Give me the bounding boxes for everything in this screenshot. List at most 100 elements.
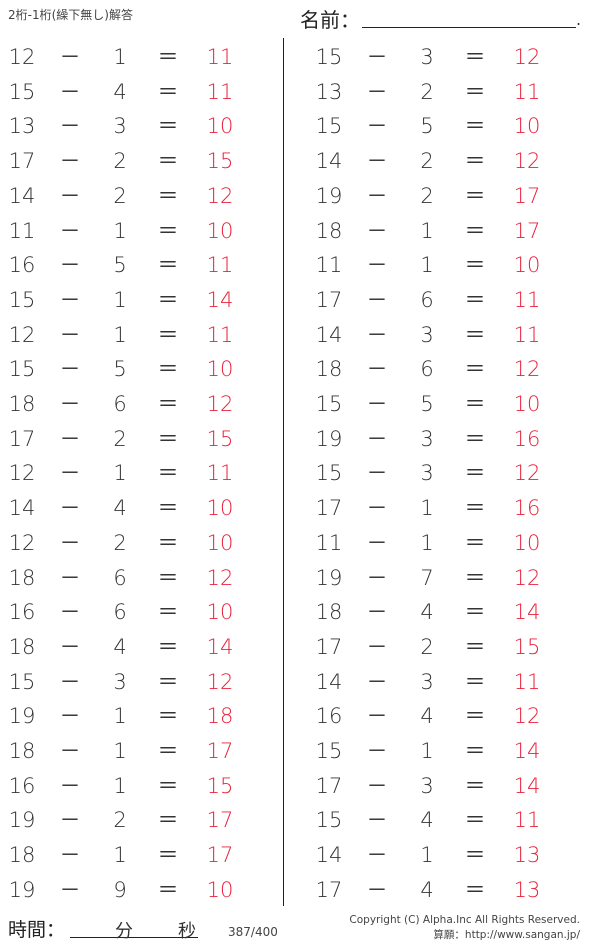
- subtrahend: 1: [113, 45, 127, 69]
- answer: 11: [206, 253, 234, 278]
- minuend: 12: [8, 45, 36, 69]
- answer: 11: [206, 45, 234, 69]
- minus-sign: －: [59, 843, 81, 868]
- minuend: 15: [315, 808, 343, 833]
- subtrahend: 2: [113, 149, 127, 174]
- minus-sign: －: [59, 114, 81, 139]
- problem-row: 11 － 1 ＝ 10: [0, 214, 270, 248]
- subtrahend: 1: [420, 253, 434, 278]
- equals-sign: ＝: [464, 669, 486, 694]
- minuend: 17: [315, 287, 343, 312]
- minuend: 17: [315, 773, 343, 798]
- equals-sign: ＝: [464, 739, 486, 763]
- minus-sign: －: [366, 877, 388, 902]
- minus-sign: －: [59, 426, 81, 451]
- problem-row: 15 － 5 ＝ 10: [307, 109, 577, 143]
- equals-sign: ＝: [157, 773, 179, 798]
- answer: 10: [513, 392, 541, 416]
- minus-sign: －: [59, 565, 81, 590]
- subtrahend: 1: [113, 704, 127, 729]
- equals-sign: ＝: [157, 739, 179, 763]
- problem-row: 15 － 4 ＝ 11: [0, 75, 270, 109]
- answer: 10: [206, 218, 234, 243]
- minuend: 15: [8, 357, 36, 382]
- minuend: 18: [315, 600, 343, 625]
- problem-row: 19 － 1 ＝ 18: [0, 699, 270, 733]
- problem-row: 14 － 2 ＝ 12: [307, 144, 577, 178]
- time-field-line: [70, 937, 198, 938]
- answer: 10: [206, 357, 234, 382]
- subtrahend: 1: [113, 218, 127, 243]
- problem-row: 15 － 3 ＝ 12: [0, 665, 270, 699]
- minuend: 18: [8, 392, 36, 416]
- time-label: 時間：: [8, 919, 66, 941]
- worksheet-title: 2桁-1桁(繰下無し)解答: [8, 8, 133, 22]
- answer: 18: [206, 704, 234, 729]
- minuend: 15: [315, 114, 343, 139]
- source-url: 算願：http://www.sangan.jp/: [433, 929, 580, 941]
- minus-sign: －: [59, 461, 81, 486]
- subtrahend: 1: [113, 461, 127, 486]
- subtrahend: 4: [113, 496, 127, 521]
- problem-row: 12 － 1 ＝ 11: [0, 40, 270, 74]
- answer: 10: [206, 530, 234, 555]
- equals-sign: ＝: [464, 843, 486, 868]
- problem-row: 15 － 3 ＝ 12: [307, 456, 577, 490]
- minus-sign: －: [366, 218, 388, 243]
- minuend: 15: [8, 287, 36, 312]
- answer: 17: [206, 843, 234, 868]
- minuend: 16: [8, 773, 36, 798]
- minus-sign: －: [59, 634, 81, 659]
- minuend: 17: [8, 426, 36, 451]
- answer: 11: [513, 669, 541, 694]
- minus-sign: －: [59, 773, 81, 798]
- equals-sign: ＝: [464, 426, 486, 451]
- problem-row: 19 － 2 ＝ 17: [0, 803, 270, 837]
- problem-row: 19 － 2 ＝ 17: [307, 179, 577, 213]
- subtrahend: 4: [420, 877, 434, 902]
- minuend: 17: [8, 149, 36, 174]
- minus-sign: －: [366, 634, 388, 659]
- minuend: 19: [315, 426, 343, 451]
- minuend: 11: [315, 253, 343, 278]
- minuend: 13: [8, 114, 36, 139]
- subtrahend: 3: [420, 322, 434, 347]
- minuend: 19: [8, 808, 36, 833]
- subtrahend: 1: [420, 530, 434, 555]
- equals-sign: ＝: [157, 183, 179, 208]
- problem-row: 18 － 4 ＝ 14: [0, 630, 270, 664]
- minus-sign: －: [366, 79, 388, 104]
- subtrahend: 2: [420, 79, 434, 104]
- answer: 12: [206, 669, 234, 694]
- problem-row: 15 － 5 ＝ 10: [307, 387, 577, 421]
- minus-sign: －: [366, 600, 388, 625]
- subtrahend: 4: [420, 704, 434, 729]
- equals-sign: ＝: [464, 357, 486, 382]
- minus-sign: －: [59, 739, 81, 763]
- subtrahend: 3: [113, 114, 127, 139]
- equals-sign: ＝: [157, 600, 179, 625]
- problem-row: 18 － 4 ＝ 14: [307, 595, 577, 629]
- equals-sign: ＝: [464, 634, 486, 659]
- subtrahend: 1: [113, 322, 127, 347]
- minus-sign: －: [366, 461, 388, 486]
- answer: 10: [206, 114, 234, 139]
- answer: 10: [513, 114, 541, 139]
- minuend: 18: [8, 634, 36, 659]
- equals-sign: ＝: [464, 183, 486, 208]
- minus-sign: －: [59, 669, 81, 694]
- equals-sign: ＝: [464, 808, 486, 833]
- minuend: 15: [315, 461, 343, 486]
- equals-sign: ＝: [157, 426, 179, 451]
- minus-sign: －: [59, 183, 81, 208]
- problem-row: 14 － 1 ＝ 13: [307, 838, 577, 872]
- minuend: 19: [8, 877, 36, 902]
- minus-sign: －: [366, 565, 388, 590]
- problem-row: 19 － 7 ＝ 12: [307, 561, 577, 595]
- equals-sign: ＝: [157, 45, 179, 69]
- subtrahend: 6: [420, 287, 434, 312]
- problem-row: 14 － 4 ＝ 10: [0, 491, 270, 525]
- equals-sign: ＝: [157, 287, 179, 312]
- subtrahend: 3: [113, 669, 127, 694]
- answer: 17: [206, 739, 234, 763]
